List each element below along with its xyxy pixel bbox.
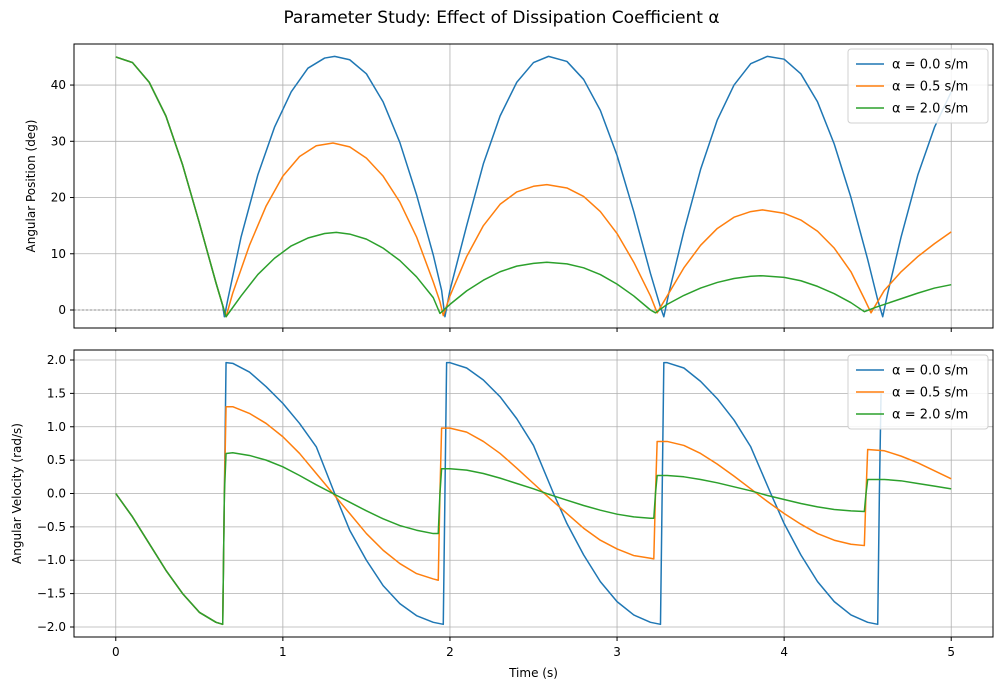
position-ytick-label-0: 0 [58, 303, 66, 317]
velocity-ytick-label-1: −1.5 [37, 587, 66, 601]
position-ytick-label-1: 10 [51, 247, 66, 261]
position-legend: α = 0.0 s/m α = 0.5 s/m α = 2.0 s/m [847, 48, 989, 124]
velocity-ytick-label-4: 0.0 [47, 487, 66, 501]
position-legend-box [847, 48, 989, 124]
velocity-ytick-label-5: 0.5 [47, 453, 66, 467]
position-series-line-2 [115, 56, 952, 318]
velocity-legend-box [847, 354, 989, 430]
position-ylabel: Angular Position (deg) [24, 120, 38, 253]
position-legend-label-2: α = 2.0 s/m [892, 102, 968, 117]
velocity-legend: α = 0.0 s/m α = 0.5 s/m α = 2.0 s/m [847, 354, 989, 430]
velocity-xtick-label-5: 5 [947, 645, 955, 659]
velocity-xtick-label-2: 2 [446, 645, 454, 659]
velocity-ytick-label-6: 1.0 [47, 420, 66, 434]
velocity-legend-label-0: α = 0.0 s/m [892, 364, 968, 379]
position-series-line-0 [115, 55, 952, 318]
position-ytick-label-3: 30 [51, 134, 66, 148]
position-ytick-label-4: 40 [51, 78, 66, 92]
velocity-series-line-2 [115, 452, 952, 626]
velocity-xlabel: Time (s) [508, 666, 558, 680]
figure-title: Parameter Study: Effect of Dissipation C… [283, 8, 720, 28]
velocity-ytick-label-8: 2.0 [47, 353, 66, 367]
velocity-xtick-label-1: 1 [279, 645, 287, 659]
velocity-ylabel: Angular Velocity (rad/s) [10, 423, 24, 564]
panel-position: 0 10 20 30 40 Angular Position (deg) α = 0.0 s… [24, 43, 994, 332]
velocity-xtick-label-3: 3 [613, 645, 621, 659]
velocity-ytick-label-7: 1.5 [47, 386, 66, 400]
panel-velocity: 0 1 2 3 4 5 −2.0 −1.5 −1.0 −0.5 0.0 0.5 1.0 1.5 2.0 Ang… [10, 349, 994, 680]
position-ytick-label-2: 20 [51, 191, 66, 205]
velocity-ytick-label-2: −1.0 [37, 553, 66, 567]
position-series-line-1 [115, 56, 952, 318]
position-legend-label-1: α = 0.5 s/m [892, 80, 968, 95]
velocity-legend-label-1: α = 0.5 s/m [892, 386, 968, 401]
velocity-ytick-label-0: −2.0 [37, 620, 66, 634]
position-axes-frame [73, 43, 994, 329]
velocity-legend-label-2: α = 2.0 s/m [892, 408, 968, 423]
velocity-xtick-label-4: 4 [780, 645, 788, 659]
velocity-xtick-label-0: 0 [112, 645, 120, 659]
velocity-series-line-1 [115, 405, 952, 626]
position-legend-label-0: α = 0.0 s/m [892, 58, 968, 73]
velocity-series-line-0 [115, 361, 882, 626]
velocity-ytick-label-3: −0.5 [37, 520, 66, 534]
